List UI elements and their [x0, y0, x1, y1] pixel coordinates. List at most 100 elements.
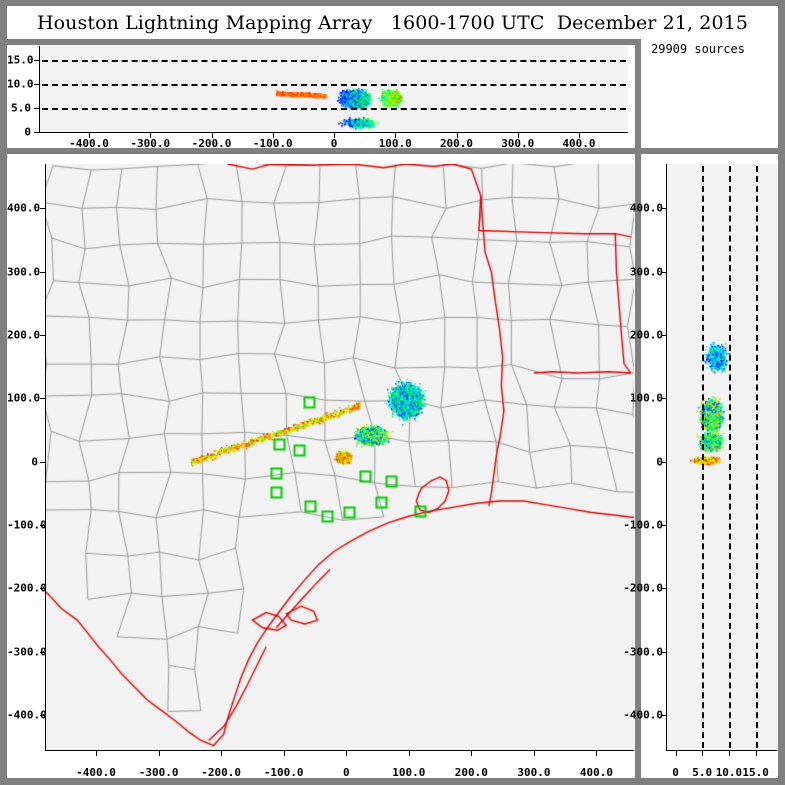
- y-tick-label: -200.0: [623, 581, 663, 595]
- y-tick-label: 0: [24, 125, 31, 139]
- x-tick-label: 0: [342, 766, 350, 779]
- y-tick: [40, 335, 46, 336]
- x-axis-line: [39, 132, 628, 133]
- y-tick-label: 200.0: [7, 328, 41, 342]
- y-tick-label: 100.0: [629, 391, 663, 405]
- x-tick-label: 15.0: [742, 766, 769, 779]
- x-tick-label: 0: [330, 137, 338, 150]
- x-tick-label: 100.0: [392, 766, 426, 779]
- y-tick-label: 0: [656, 455, 663, 469]
- x-tick-label: -300.0: [130, 137, 171, 150]
- y-axis-line: [39, 46, 40, 133]
- y-tick: [40, 462, 46, 463]
- x-tick-label: -300.0: [138, 766, 179, 779]
- x-tick-label: -400.0: [76, 766, 116, 779]
- x-tick: [729, 751, 730, 756]
- x-tick: [756, 751, 757, 756]
- y-tick-label: -300.0: [623, 645, 663, 659]
- x-tick-label: 100.0: [378, 137, 412, 150]
- x-tick: [159, 751, 160, 756]
- y-axis-line: [666, 164, 667, 751]
- y-tick-label: -400.0: [7, 708, 47, 722]
- x-tick-label: 10.0: [715, 766, 743, 779]
- y-tick: [661, 272, 667, 273]
- x-tick: [702, 751, 703, 756]
- y-tick: [34, 84, 40, 85]
- x-tick: [212, 133, 213, 138]
- x-tick-label: -200.0: [191, 137, 232, 150]
- altitude-north-scatter[interactable]: [667, 164, 777, 750]
- x-tick-label: 200.0: [439, 137, 474, 150]
- x-tick-label: -200.0: [201, 766, 242, 779]
- y-tick: [40, 715, 46, 716]
- y-tick-label: 300.0: [629, 265, 663, 279]
- y-tick-label: 400.0: [629, 201, 663, 215]
- x-tick: [596, 751, 597, 756]
- y-tick-label: 10.0: [7, 77, 34, 91]
- y-axis-line: [45, 164, 46, 751]
- x-tick: [518, 133, 519, 138]
- y-tick: [661, 588, 667, 589]
- y-tick-label: 300.0: [7, 265, 41, 279]
- y-tick: [40, 588, 46, 589]
- y-tick-label: -100.0: [623, 518, 663, 532]
- y-tick: [40, 272, 46, 273]
- x-tick: [284, 751, 285, 756]
- x-tick: [457, 133, 458, 138]
- gridline-y: [42, 108, 626, 111]
- x-axis-line: [45, 750, 634, 751]
- y-tick-label: 15.0: [7, 53, 34, 67]
- altitude-east-panel: 0 5.0 10.0 15.0: [7, 45, 635, 148]
- page-title: Houston Lightning Mapping Array 1600-170…: [36, 11, 749, 34]
- x-tick: [150, 133, 151, 138]
- x-tick: [395, 133, 396, 138]
- y-tick: [34, 132, 40, 133]
- plan-view-panel: 400.0 300.0 200.0 100.0 0 -100.0 -200.0 -300.0 -…: [7, 154, 635, 778]
- y-tick: [661, 398, 667, 399]
- y-tick: [34, 108, 40, 109]
- x-tick: [409, 751, 410, 756]
- x-tick-label: -100.0: [263, 766, 304, 779]
- x-tick-label: 0: [672, 766, 679, 779]
- altitude-north-panel: 400.0 300.0 200.0 100.0 0 -100.0 -200.0 -300.0 -…: [623, 154, 778, 778]
- y-tick-label: 400.0: [7, 201, 41, 215]
- x-tick: [534, 751, 535, 756]
- x-tick: [221, 751, 222, 756]
- gridline-x: [728, 166, 731, 748]
- x-tick-label: -100.0: [252, 137, 293, 150]
- gridline-y: [42, 84, 626, 87]
- x-tick-label: 300.0: [517, 766, 551, 779]
- y-tick: [40, 208, 46, 209]
- y-tick-label: -100.0: [7, 518, 47, 532]
- y-tick: [34, 60, 40, 61]
- altitude-east-scatter[interactable]: [40, 46, 628, 132]
- x-axis-line: [666, 750, 777, 751]
- y-tick: [661, 208, 667, 209]
- x-tick-label: 300.0: [501, 137, 535, 150]
- y-tick-label: -300.0: [7, 645, 47, 659]
- source-count-label: 29909 sources: [651, 42, 745, 56]
- y-tick-label: 0: [31, 455, 38, 469]
- gridline-x: [702, 166, 705, 748]
- x-tick: [334, 133, 335, 138]
- gridline-y: [42, 60, 626, 63]
- y-tick-label: 5.0: [11, 101, 31, 115]
- y-tick: [661, 715, 667, 716]
- x-tick-label: 200.0: [454, 766, 488, 779]
- x-tick: [96, 751, 97, 756]
- x-tick-label: 400.0: [562, 137, 596, 150]
- x-tick: [471, 751, 472, 756]
- y-tick-label: -400.0: [623, 708, 663, 722]
- x-tick: [579, 133, 580, 138]
- x-tick-label: -400.0: [69, 137, 109, 150]
- y-tick: [661, 335, 667, 336]
- x-tick-label: 400.0: [579, 766, 614, 779]
- x-tick-label: 5.0: [692, 766, 713, 779]
- plan-view-map[interactable]: [46, 164, 634, 750]
- y-tick-label: -200.0: [7, 581, 47, 595]
- y-tick: [661, 652, 667, 653]
- x-tick: [676, 751, 677, 756]
- y-tick: [40, 652, 46, 653]
- y-tick-label: 200.0: [629, 328, 663, 342]
